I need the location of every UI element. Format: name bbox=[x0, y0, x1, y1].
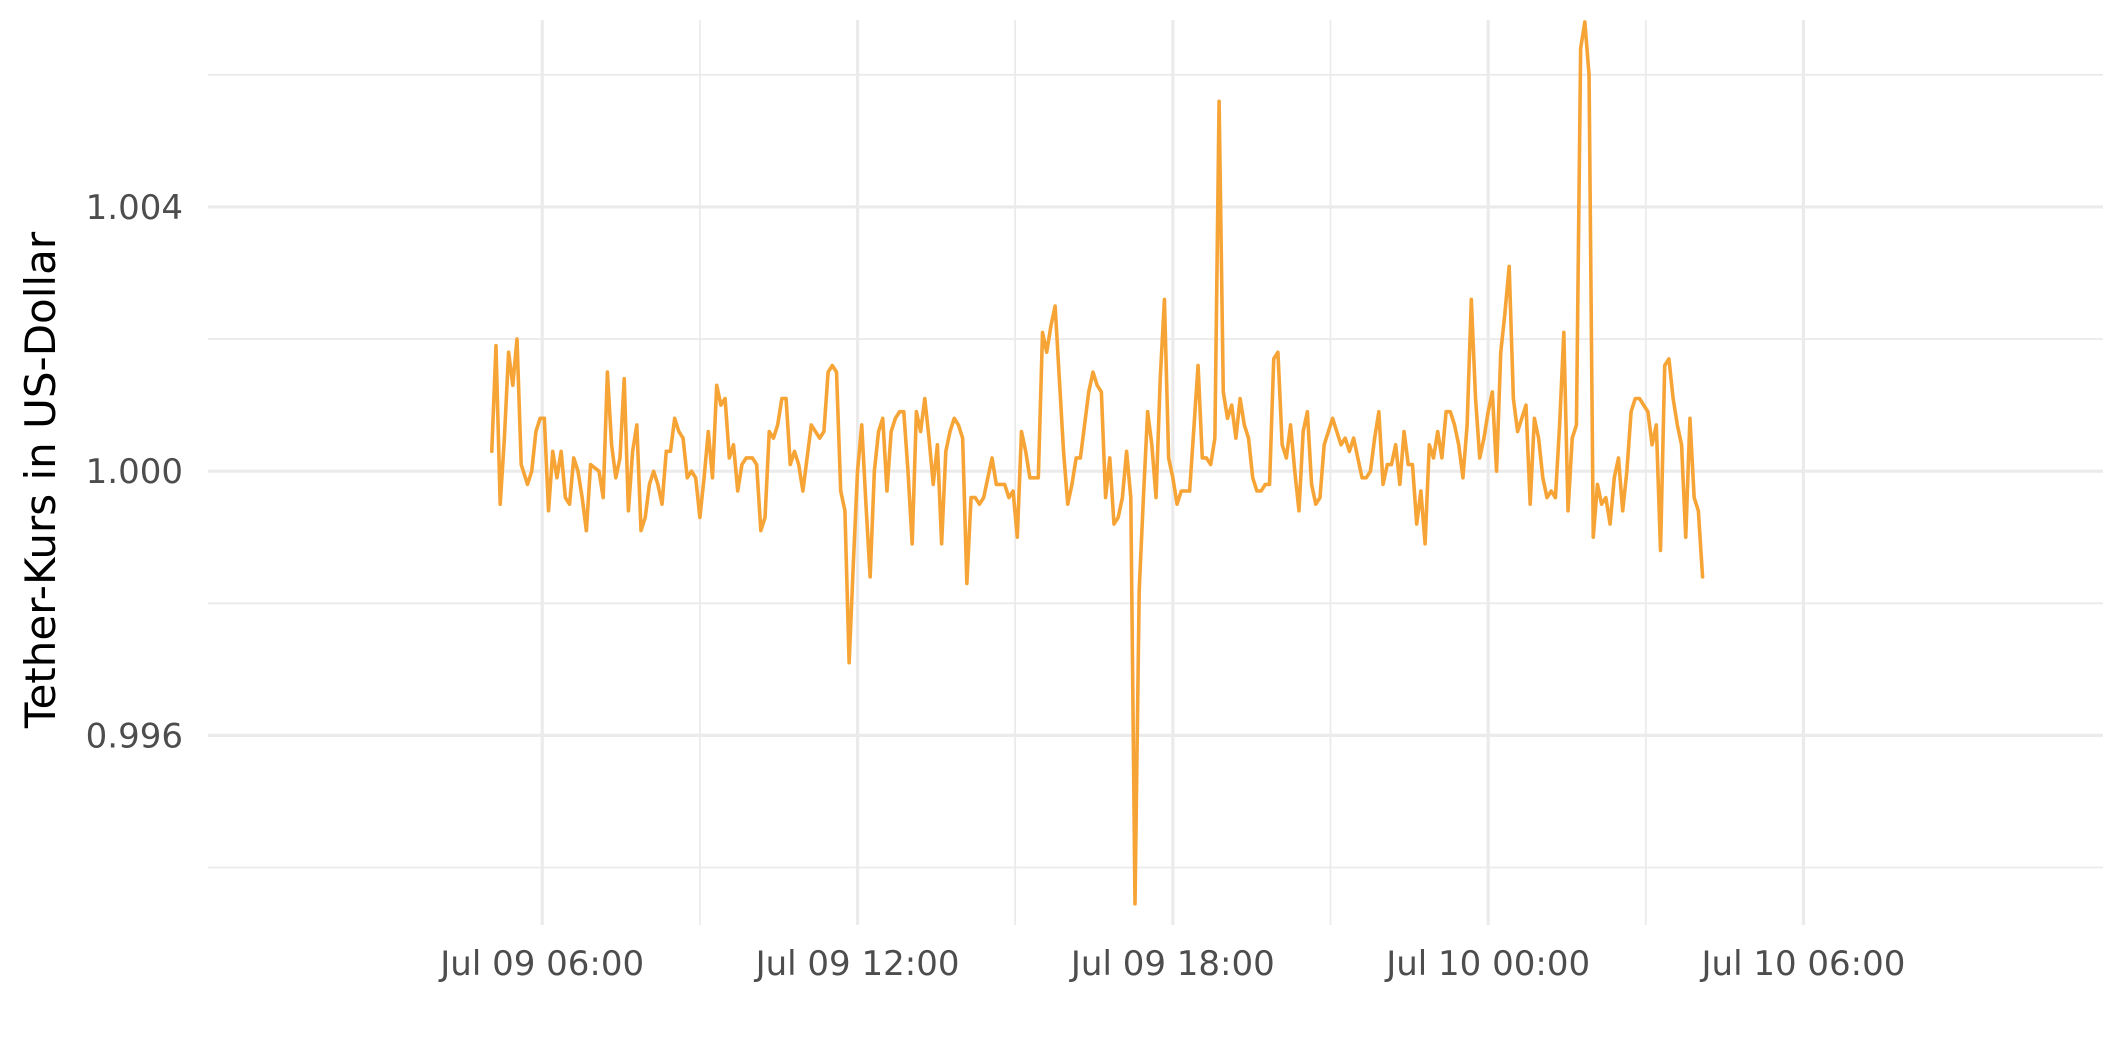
x-tick-label: Jul 10 06:00 bbox=[1700, 944, 1906, 984]
series-line-0 bbox=[489, 20, 1705, 906]
y-tick-label: 1.004 bbox=[86, 188, 183, 228]
x-tick-label: Jul 09 12:00 bbox=[754, 944, 960, 984]
x-axis-ticks: Jul 09 06:00 Jul 09 12:00 Jul 09 18:00 Jul … bbox=[438, 944, 1905, 984]
x-tick-label: Jul 10 00:00 bbox=[1384, 944, 1590, 984]
x-tick-label: Jul 09 18:00 bbox=[1069, 944, 1275, 984]
x-tick-label: Jul 09 06:00 bbox=[438, 944, 644, 984]
series-layer bbox=[489, 20, 1705, 906]
y-axis-title: Tether-Kurs in US-Dollar bbox=[16, 231, 65, 729]
y-axis-ticks: 0.996 1.000 1.004 bbox=[86, 188, 183, 756]
y-tick-label: 1.000 bbox=[86, 452, 183, 492]
y-tick-label: 0.996 bbox=[86, 716, 183, 756]
